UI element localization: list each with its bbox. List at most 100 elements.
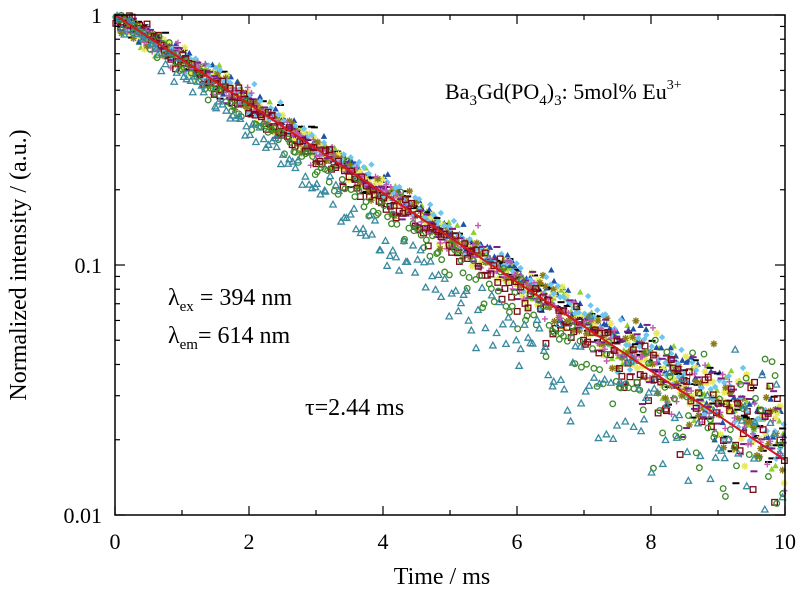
data-point [695, 451, 705, 460]
data-point [742, 418, 750, 426]
data-point [419, 257, 429, 266]
data-point [771, 372, 779, 380]
data-point [509, 268, 517, 275]
data-point [709, 391, 717, 399]
data-point [536, 279, 544, 287]
data-point [264, 119, 272, 127]
data-point [577, 363, 585, 371]
data-point [639, 350, 647, 358]
data-point [748, 438, 756, 446]
data-point [643, 350, 651, 358]
data-point [720, 379, 728, 386]
data-point [717, 446, 726, 454]
data-point [161, 59, 170, 68]
data-point [560, 293, 567, 301]
data-point [587, 330, 595, 338]
data-point [186, 70, 194, 78]
data-point [726, 426, 734, 434]
data-point [365, 186, 373, 194]
data-point [416, 245, 425, 254]
data-point [706, 474, 715, 483]
x-tick-label-8: 8 [646, 529, 657, 554]
data-point [504, 251, 511, 258]
data-point [580, 336, 587, 344]
data-point [508, 293, 516, 301]
x-tick-label-0: 0 [110, 529, 121, 554]
data-point [632, 317, 640, 325]
data-point [749, 486, 757, 493]
data-point [169, 44, 176, 52]
data-point [611, 327, 618, 334]
data-point [325, 178, 333, 186]
data-point [624, 348, 632, 356]
data-point [573, 303, 581, 310]
data-point [724, 434, 733, 443]
data-point [750, 424, 758, 432]
data-point [291, 163, 300, 172]
data-point [716, 395, 723, 403]
data-point [737, 381, 744, 388]
data-point [739, 364, 747, 372]
data-point [743, 370, 751, 378]
data-point [257, 105, 265, 113]
data-point [679, 433, 687, 441]
data-point [477, 251, 485, 259]
data-point [685, 412, 692, 420]
data-point [704, 373, 712, 381]
y-axis-label: Normalized intensity / (a.u.) [6, 129, 32, 400]
data-point [668, 350, 675, 357]
data-point [484, 253, 494, 262]
data-point [711, 383, 719, 391]
data-point [516, 344, 525, 353]
data-point [780, 479, 788, 487]
data-point [240, 90, 248, 98]
data-point [642, 348, 650, 356]
data-point [622, 357, 632, 365]
data-point [376, 245, 385, 254]
data-point [426, 206, 433, 213]
data-point [766, 382, 774, 390]
data-point [215, 87, 223, 95]
data-point [661, 435, 670, 444]
data-point [527, 277, 534, 284]
data-point [693, 418, 703, 427]
data-point [212, 64, 220, 72]
data-point [776, 417, 783, 424]
data-point [192, 55, 199, 62]
data-point [524, 304, 532, 311]
data-point [742, 481, 752, 490]
data-point [563, 318, 571, 326]
data-point [696, 379, 704, 387]
data-point [649, 464, 657, 472]
axis-ticks [114, 14, 786, 516]
data-point [685, 368, 693, 376]
data-point [757, 370, 767, 379]
data-point [426, 256, 435, 265]
data-point [766, 418, 775, 427]
emission-wavelength-annotation: λem= 614 nm [168, 323, 291, 353]
data-point [688, 387, 695, 394]
data-point [518, 292, 526, 300]
data-point [481, 323, 490, 332]
data-point [623, 338, 631, 346]
data-point [707, 385, 714, 393]
data-point [773, 409, 781, 417]
data-point [531, 279, 538, 286]
data-point [427, 271, 437, 280]
data-point [384, 171, 391, 177]
data-point [618, 372, 626, 380]
data-point [394, 265, 404, 274]
data-point [608, 364, 616, 372]
data-point [274, 136, 282, 144]
data-point [732, 441, 740, 449]
data-point [481, 249, 489, 257]
data-point [610, 347, 618, 354]
x-tick-label-4: 4 [378, 529, 389, 554]
data-point [709, 395, 716, 403]
data-point [737, 416, 747, 424]
data-point [523, 312, 531, 320]
data-point [597, 324, 604, 331]
data-point [636, 371, 644, 379]
data-point [197, 80, 207, 89]
